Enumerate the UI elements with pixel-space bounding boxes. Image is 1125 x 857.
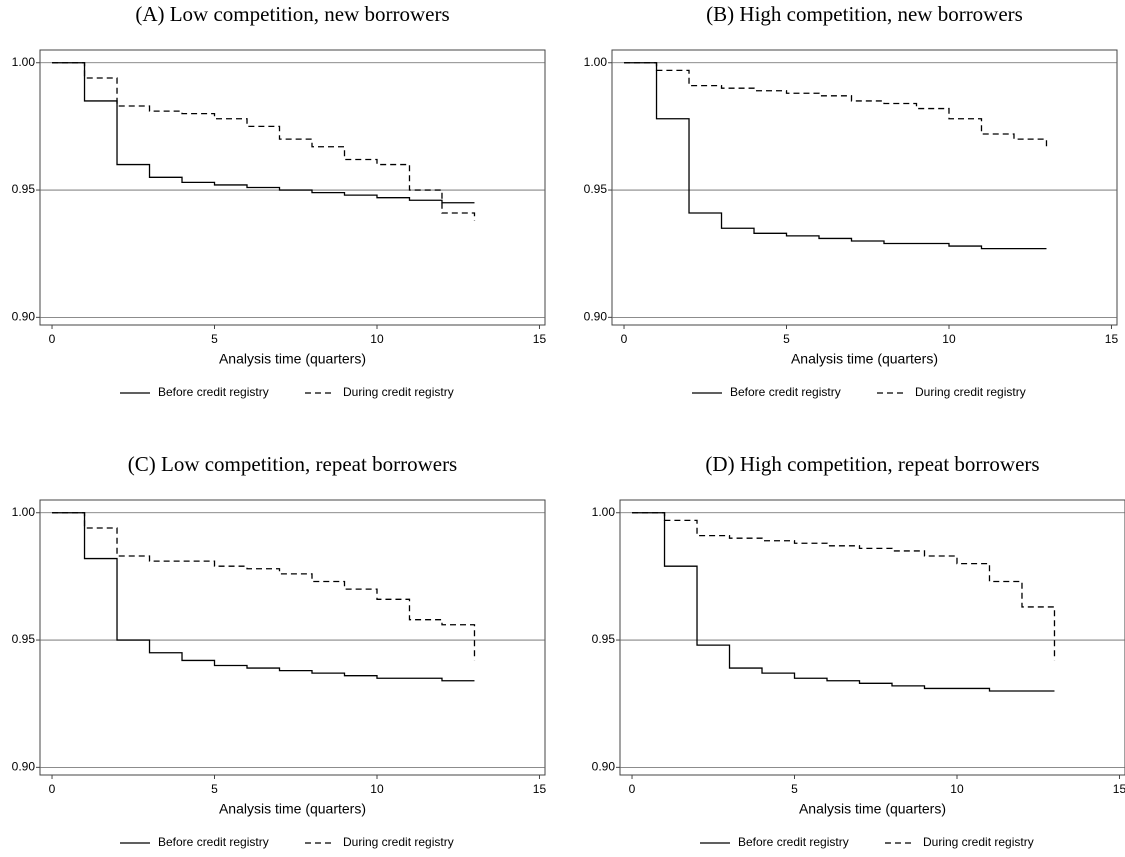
x-tick-label: 10 [370, 782, 384, 796]
y-tick-label: 0.90 [12, 760, 36, 774]
y-tick-label: 0.90 [584, 310, 608, 324]
x-tick-label: 15 [533, 332, 547, 346]
panel-title: (A) Low competition, new borrowers [135, 2, 449, 26]
y-tick-label: 0.95 [584, 182, 608, 196]
legend-label: During credit registry [923, 835, 1034, 849]
survival-curve [632, 512, 1056, 661]
survival-curve [624, 62, 1047, 250]
plot-frame [611, 49, 1118, 326]
survival-curve [52, 62, 476, 221]
legend-label: During credit registry [915, 385, 1026, 399]
x-axis-label: Analysis time (quarters) [791, 351, 938, 367]
x-tick-label: 5 [791, 782, 798, 796]
survival-curve [52, 512, 476, 661]
x-tick-label: 10 [942, 332, 956, 346]
x-tick-label: 0 [621, 332, 628, 346]
x-tick-label: 5 [211, 782, 218, 796]
y-tick-label: 1.00 [12, 55, 36, 69]
panel: (C) Low competition, repeat borrowers 1.0… [12, 452, 547, 849]
y-tick-label: 1.00 [12, 505, 36, 519]
panel: (B) High competition, new borrowers 1.00 0… [584, 2, 1119, 399]
panel: (D) High competition, repeat borrowers 1.… [592, 452, 1125, 849]
y-tick-label: 0.95 [12, 632, 36, 646]
legend-label: Before credit registry [738, 835, 849, 849]
legend-label: During credit registry [343, 835, 454, 849]
x-axis-label: Analysis time (quarters) [219, 801, 366, 817]
x-tick-label: 0 [629, 782, 636, 796]
panel-title: (B) High competition, new borrowers [706, 2, 1023, 26]
x-tick-label: 15 [1105, 332, 1119, 346]
y-tick-label: 0.95 [592, 632, 616, 646]
survival-curve [52, 512, 475, 682]
plot-frame [39, 49, 546, 326]
x-tick-label: 0 [49, 782, 56, 796]
x-tick-label: 10 [370, 332, 384, 346]
legend-label: Before credit registry [158, 835, 269, 849]
plot-frame [39, 499, 546, 776]
x-tick-label: 15 [1113, 782, 1125, 796]
survival-curve [52, 62, 475, 204]
survival-curve [632, 512, 1055, 692]
y-tick-label: 1.00 [592, 505, 616, 519]
x-axis-label: Analysis time (quarters) [799, 801, 946, 817]
panel-title: (D) High competition, repeat borrowers [705, 452, 1039, 476]
x-axis-label: Analysis time (quarters) [219, 351, 366, 367]
legend-label: Before credit registry [730, 385, 841, 399]
legend-label: During credit registry [343, 385, 454, 399]
x-tick-label: 10 [950, 782, 964, 796]
legend-label: Before credit registry [158, 385, 269, 399]
y-tick-label: 0.90 [12, 310, 36, 324]
plot-frame [619, 499, 1125, 776]
x-tick-label: 5 [211, 332, 218, 346]
panel-title: (C) Low competition, repeat borrowers [128, 452, 457, 476]
x-tick-label: 5 [783, 332, 790, 346]
y-tick-label: 1.00 [584, 55, 608, 69]
x-tick-label: 15 [533, 782, 547, 796]
survival-curve [624, 62, 1048, 147]
y-tick-label: 0.90 [592, 760, 616, 774]
y-tick-label: 0.95 [12, 182, 36, 196]
x-tick-label: 0 [49, 332, 56, 346]
panel: (A) Low competition, new borrowers 1.00 0.… [12, 2, 547, 399]
